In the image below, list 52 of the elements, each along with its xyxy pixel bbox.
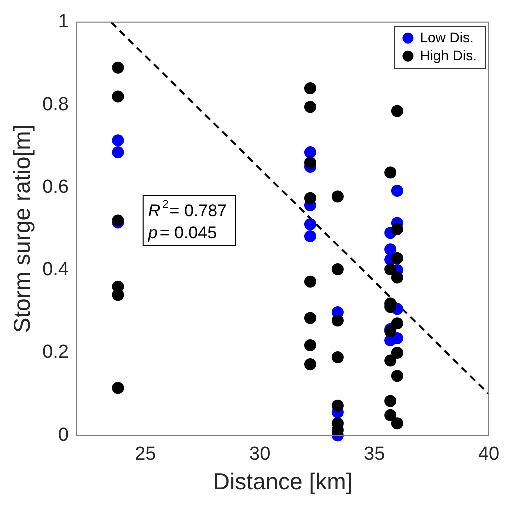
point: [332, 314, 344, 327]
point: [304, 101, 316, 114]
y-axis-title: Storm surge ratio[m]: [9, 124, 36, 334]
point: [112, 90, 124, 103]
point: [304, 340, 316, 352]
point: [384, 409, 397, 422]
point: [304, 276, 316, 288]
x-tick-label: 35: [364, 444, 386, 466]
point: [112, 289, 124, 302]
point: [384, 354, 397, 367]
y-tick-label: 0.2: [42, 342, 70, 364]
point: [332, 352, 344, 364]
legend-label: Low Dis.: [420, 29, 474, 46]
point: [112, 134, 124, 147]
point: [304, 82, 316, 95]
point: [304, 156, 316, 169]
point: [112, 146, 124, 159]
point: [304, 230, 316, 242]
point: [391, 370, 404, 382]
point: [391, 184, 404, 197]
point: [391, 105, 404, 118]
x-axis-title: Distance [km]: [213, 468, 353, 495]
point: [304, 312, 316, 324]
point: [304, 192, 316, 204]
annotation: p= 0.045: [147, 224, 218, 243]
point: [391, 252, 404, 264]
point: [391, 223, 404, 236]
point: [332, 190, 344, 203]
point: [112, 382, 124, 394]
point: [332, 400, 344, 412]
x-tick-label: 25: [135, 444, 156, 466]
point: [112, 62, 124, 74]
point: [391, 318, 404, 330]
point: [384, 244, 397, 256]
y-tick-label: 0.6: [42, 176, 70, 198]
x-tick-label: 40: [478, 444, 500, 466]
point: [304, 358, 316, 371]
y-tick-label: 0.4: [42, 260, 70, 281]
y-tick-label: 0: [58, 424, 70, 446]
x-tick-label: 30: [250, 444, 271, 466]
point: [384, 263, 397, 276]
point: [304, 146, 316, 159]
legend-label: High Dis.: [420, 47, 478, 64]
point: [304, 218, 316, 230]
point: [384, 395, 397, 408]
point: [391, 346, 404, 359]
point: [332, 263, 344, 276]
y-tick-label: 1: [58, 12, 70, 33]
point: [384, 166, 397, 179]
point: [391, 418, 404, 430]
point: [391, 272, 404, 284]
y-tick-label: 0.8: [42, 94, 70, 116]
